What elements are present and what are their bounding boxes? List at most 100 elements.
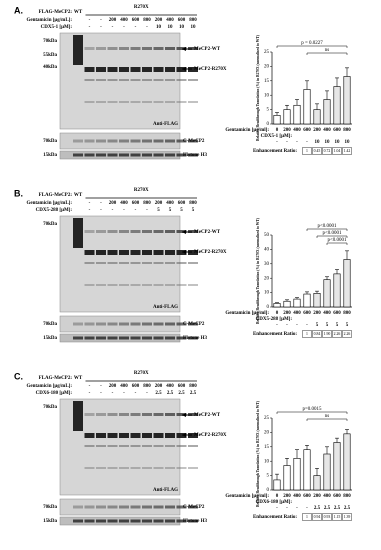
- compound-dose: 10: [325, 140, 331, 145]
- arrow-label: MeCP2-WT: [194, 47, 221, 52]
- x-tick-label: 600: [333, 128, 341, 133]
- band: [96, 519, 106, 523]
- band: [153, 467, 164, 469]
- lane-compound: -: [89, 391, 91, 396]
- ratio-box: [342, 147, 352, 155]
- band: [130, 445, 141, 447]
- band: [165, 262, 175, 264]
- y-tick-label: 0: [267, 488, 270, 493]
- compound-dose: -: [296, 323, 298, 328]
- band: [119, 230, 129, 233]
- lane-gentamicin: -: [100, 201, 102, 206]
- band: [188, 262, 198, 264]
- lane-gentamicin: 800: [189, 384, 197, 389]
- bar: [343, 433, 351, 491]
- x-tick-label: 400: [293, 128, 301, 133]
- marker-label: 15kDa: [43, 153, 57, 158]
- lane-gentamicin: 200: [155, 201, 163, 206]
- strip-label: C-MeCP2: [183, 139, 205, 144]
- lane-compound: 2.5: [190, 391, 197, 396]
- lane-gentamicin: 600: [178, 18, 186, 23]
- band: [188, 79, 198, 81]
- band: [107, 433, 118, 438]
- band: [165, 322, 175, 326]
- ratio-box: [322, 330, 332, 338]
- significance-bracket: [316, 235, 348, 238]
- ratio-value: 0.45: [314, 149, 321, 153]
- band: [188, 250, 198, 255]
- band: [119, 519, 129, 523]
- band: [107, 322, 118, 326]
- row-label: Enhancement Ratio:: [253, 515, 297, 520]
- ratio-value: 0.84: [314, 332, 321, 336]
- bar: [273, 303, 281, 308]
- marker-label: 70kDa: [43, 139, 57, 144]
- y-tick-label: 0: [267, 122, 270, 127]
- compound-dose: -: [306, 140, 308, 145]
- band: [84, 336, 95, 340]
- band: [130, 519, 141, 523]
- band: [119, 322, 129, 326]
- band: [188, 153, 198, 157]
- ratio-box: [312, 330, 322, 338]
- ratio-value: 1: [306, 332, 308, 336]
- band: [142, 230, 152, 233]
- lane-gentamicin: 600: [178, 201, 186, 206]
- strip-label: C-MeCP2: [183, 322, 205, 327]
- row-label: Enhancement Ratio:: [253, 149, 297, 154]
- x-tick-label: 600: [333, 311, 341, 316]
- strip-label: Histone H3: [183, 336, 208, 341]
- bar: [323, 453, 331, 491]
- lane-gentamicin: 400: [166, 384, 174, 389]
- band: [84, 322, 95, 326]
- lane-gentamicin: 400: [120, 384, 128, 389]
- significance-bracket: [306, 228, 348, 231]
- band: [73, 153, 83, 157]
- x-tick-label: 800: [343, 128, 351, 133]
- bar: [303, 89, 311, 125]
- band: [107, 284, 118, 286]
- ratio-value: 1.90: [324, 332, 331, 336]
- lane-compound: -: [123, 391, 125, 396]
- ratio-box: [322, 513, 332, 521]
- lane-compound: -: [135, 25, 137, 30]
- band: [176, 336, 187, 340]
- row-label: CDX5-1 [µM]:: [261, 134, 293, 139]
- lane-compound: -: [89, 208, 91, 213]
- x-tick-label: 800: [343, 311, 351, 316]
- band: [165, 284, 175, 286]
- ratio-value: 0.72: [324, 149, 331, 153]
- band: [73, 336, 83, 340]
- lane-label: WT: [74, 193, 83, 198]
- marker-label: 70kDa: [43, 405, 57, 410]
- band: [73, 218, 83, 248]
- bar: [313, 109, 321, 125]
- panel-label: C.: [14, 371, 23, 381]
- band: [107, 445, 118, 447]
- band: [176, 101, 187, 103]
- row-label: CDX5-288 [µM]:: [36, 208, 73, 213]
- band: [84, 284, 95, 286]
- compound-dose: 2.5: [314, 506, 321, 511]
- compound-dose: -: [276, 506, 278, 511]
- significance-bracket: [306, 52, 348, 55]
- ratio-box: [332, 147, 342, 155]
- x-tick-label: 200: [313, 311, 321, 316]
- band: [153, 262, 164, 264]
- band: [188, 519, 198, 523]
- band: [73, 35, 83, 65]
- ratio-value: 0.94: [314, 515, 321, 519]
- group-label: R270X: [134, 371, 149, 376]
- band: [153, 413, 164, 416]
- compound-dose: 10: [315, 140, 321, 145]
- compound-dose: 5: [346, 323, 349, 328]
- x-tick-label: 400: [323, 494, 331, 499]
- band: [107, 230, 118, 233]
- band: [153, 250, 164, 255]
- ratio-box: [312, 513, 322, 521]
- band: [119, 101, 129, 103]
- lane-compound: 10: [156, 25, 162, 30]
- band: [107, 413, 118, 416]
- band: [84, 262, 95, 264]
- panel-label: B.: [14, 188, 23, 198]
